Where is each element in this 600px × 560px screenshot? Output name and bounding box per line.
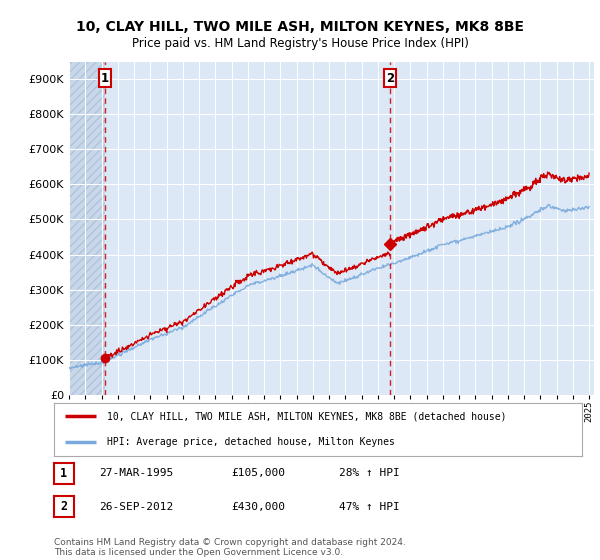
Text: 28% ↑ HPI: 28% ↑ HPI: [339, 468, 400, 478]
Text: 47% ↑ HPI: 47% ↑ HPI: [339, 502, 400, 512]
Text: 2: 2: [61, 500, 67, 514]
Text: Price paid vs. HM Land Registry's House Price Index (HPI): Price paid vs. HM Land Registry's House …: [131, 37, 469, 50]
Text: HPI: Average price, detached house, Milton Keynes: HPI: Average price, detached house, Milt…: [107, 436, 395, 446]
Text: 1: 1: [101, 72, 109, 85]
Text: £105,000: £105,000: [231, 468, 285, 478]
Text: 10, CLAY HILL, TWO MILE ASH, MILTON KEYNES, MK8 8BE: 10, CLAY HILL, TWO MILE ASH, MILTON KEYN…: [76, 20, 524, 34]
Text: 26-SEP-2012: 26-SEP-2012: [99, 502, 173, 512]
Text: 27-MAR-1995: 27-MAR-1995: [99, 468, 173, 478]
Bar: [69, 62, 105, 395]
Text: 1: 1: [61, 466, 67, 480]
Text: £430,000: £430,000: [231, 502, 285, 512]
Text: 10, CLAY HILL, TWO MILE ASH, MILTON KEYNES, MK8 8BE (detached house): 10, CLAY HILL, TWO MILE ASH, MILTON KEYN…: [107, 412, 506, 422]
Text: 2: 2: [386, 72, 394, 85]
Text: Contains HM Land Registry data © Crown copyright and database right 2024.
This d: Contains HM Land Registry data © Crown c…: [54, 538, 406, 557]
